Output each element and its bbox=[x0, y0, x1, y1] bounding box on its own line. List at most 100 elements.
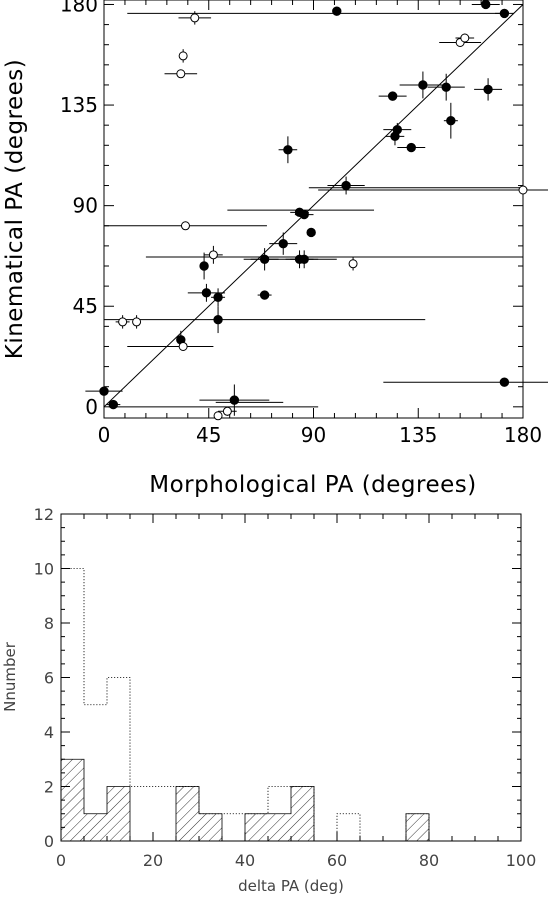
hatched-histogram-bar bbox=[268, 813, 291, 841]
filled-data-point bbox=[385, 127, 405, 146]
open-marker bbox=[180, 221, 190, 231]
scatter-y-tick-label: 90 bbox=[73, 194, 98, 218]
filled-data-point bbox=[290, 250, 319, 269]
histogram-x-tick-label: 60 bbox=[327, 851, 347, 870]
filled-data-point bbox=[474, 78, 503, 101]
scatter-x-tick-label: 45 bbox=[196, 423, 221, 447]
histogram-x-tick-label: 0 bbox=[56, 851, 66, 870]
scatter-y-tick-label: 135 bbox=[60, 93, 98, 117]
filled-marker bbox=[406, 142, 416, 153]
open-marker bbox=[208, 250, 218, 260]
filled-data-point bbox=[383, 377, 548, 387]
filled-data-point bbox=[211, 288, 226, 307]
filled-data-point bbox=[85, 386, 123, 396]
open-marker bbox=[460, 33, 470, 43]
open-marker bbox=[213, 411, 223, 421]
scatter-y-axis-label: Kinematical PA (degrees) bbox=[2, 59, 28, 360]
open-data-point bbox=[213, 411, 223, 421]
filled-data-point bbox=[294, 209, 314, 220]
filled-marker bbox=[446, 116, 456, 126]
filled-marker bbox=[299, 254, 309, 264]
filled-data-point bbox=[199, 252, 209, 280]
scatter-y-tick-label: 180 bbox=[60, 0, 98, 16]
histogram-y-tick-label: 4 bbox=[44, 723, 54, 742]
filled-data-point bbox=[327, 176, 365, 195]
filled-data-point bbox=[213, 306, 223, 334]
scatter-x-tick-label: 90 bbox=[301, 423, 326, 447]
filled-data-point bbox=[199, 384, 270, 416]
filled-data-point bbox=[278, 136, 298, 164]
histogram-y-tick-label: 12 bbox=[34, 505, 54, 524]
filled-data-point bbox=[427, 73, 465, 101]
open-data-point bbox=[204, 245, 223, 264]
hatched-histogram-bar bbox=[176, 786, 199, 841]
filled-data-point bbox=[443, 102, 458, 139]
scatter-tick-labels: 0 45 90 135 180 0 45 90 135 180 bbox=[60, 0, 542, 447]
scatter-panel: 0 45 90 135 180 0 45 90 135 180 Morphological PA … bbox=[2, 0, 548, 498]
open-marker bbox=[518, 185, 528, 195]
histogram-x-tick-label: 20 bbox=[143, 851, 163, 870]
scatter-y-tick-label: 0 bbox=[85, 395, 98, 419]
histogram-y-tick-label: 6 bbox=[44, 669, 54, 688]
open-marker bbox=[348, 259, 358, 269]
filled-marker bbox=[259, 290, 270, 300]
hatched-histogram-bar bbox=[199, 813, 222, 841]
histogram-x-tick-label: 80 bbox=[419, 851, 439, 870]
histogram-tick-labels: 0 20 40 60 80 100 0 2 4 6 8 10 12 bbox=[34, 505, 537, 870]
filled-data-point bbox=[399, 71, 447, 99]
histogram-x-tick-label: 100 bbox=[506, 851, 537, 870]
histogram-x-tick-label: 40 bbox=[235, 851, 255, 870]
dotted-histogram-outline bbox=[60, 568, 430, 842]
filled-data-point bbox=[495, 8, 514, 19]
filled-marker bbox=[390, 131, 400, 142]
open-marker bbox=[178, 341, 188, 351]
hatched-histogram-bar bbox=[406, 813, 429, 841]
filled-marker bbox=[481, 0, 491, 10]
hatched-histogram-bar bbox=[291, 786, 314, 841]
filled-data-point bbox=[106, 399, 121, 410]
open-data-point bbox=[348, 257, 358, 271]
scatter-plot-frame bbox=[103, 0, 524, 419]
wide-error-bars bbox=[104, 12, 523, 408]
scatter-x-tick-label: 135 bbox=[399, 423, 437, 447]
filled-marker bbox=[441, 82, 451, 92]
filled-marker bbox=[199, 261, 209, 271]
filled-marker bbox=[418, 80, 428, 90]
filled-marker bbox=[341, 180, 351, 191]
open-marker bbox=[176, 69, 186, 79]
open-marker bbox=[190, 13, 200, 23]
filled-data-point bbox=[471, 0, 500, 10]
filled-marker bbox=[283, 145, 293, 155]
histogram-panel: 0 20 40 60 80 100 0 2 4 6 8 10 12 delta PA (deg) Nnu… bbox=[1, 505, 536, 895]
open-marker bbox=[118, 317, 128, 327]
open-data-point bbox=[115, 315, 130, 329]
histogram-y-tick-label: 0 bbox=[44, 832, 54, 851]
filled-data-point bbox=[250, 248, 279, 271]
filled-marker bbox=[99, 386, 109, 396]
filled-data-point bbox=[269, 232, 298, 255]
filled-data-point bbox=[332, 6, 342, 16]
histogram-y-tick-label: 2 bbox=[44, 778, 54, 797]
open-marker bbox=[178, 51, 188, 61]
filled-marker bbox=[332, 6, 342, 16]
filled-marker bbox=[483, 84, 493, 95]
open-data-point bbox=[104, 221, 267, 231]
open-data-point bbox=[178, 11, 212, 25]
open-data-point bbox=[178, 341, 188, 351]
scatter-x-tick-label: 180 bbox=[504, 423, 542, 447]
open-data-point bbox=[455, 33, 475, 43]
hatched-histogram-bar bbox=[84, 813, 107, 841]
filled-marker bbox=[387, 91, 398, 101]
open-data-point bbox=[164, 69, 198, 79]
histogram-y-tick-label: 8 bbox=[44, 614, 54, 633]
filled-marker bbox=[229, 395, 240, 405]
scatter-points bbox=[85, 0, 548, 421]
hatched-histogram-bar bbox=[107, 786, 130, 841]
histogram-ticks bbox=[60, 513, 522, 842]
open-data-point bbox=[132, 315, 142, 329]
filled-marker bbox=[213, 292, 223, 302]
scatter-x-tick-label: 0 bbox=[98, 423, 111, 447]
histogram-y-axis-label: Nnumber bbox=[1, 641, 19, 712]
filled-data-point bbox=[306, 227, 316, 238]
open-data-point bbox=[318, 185, 548, 195]
